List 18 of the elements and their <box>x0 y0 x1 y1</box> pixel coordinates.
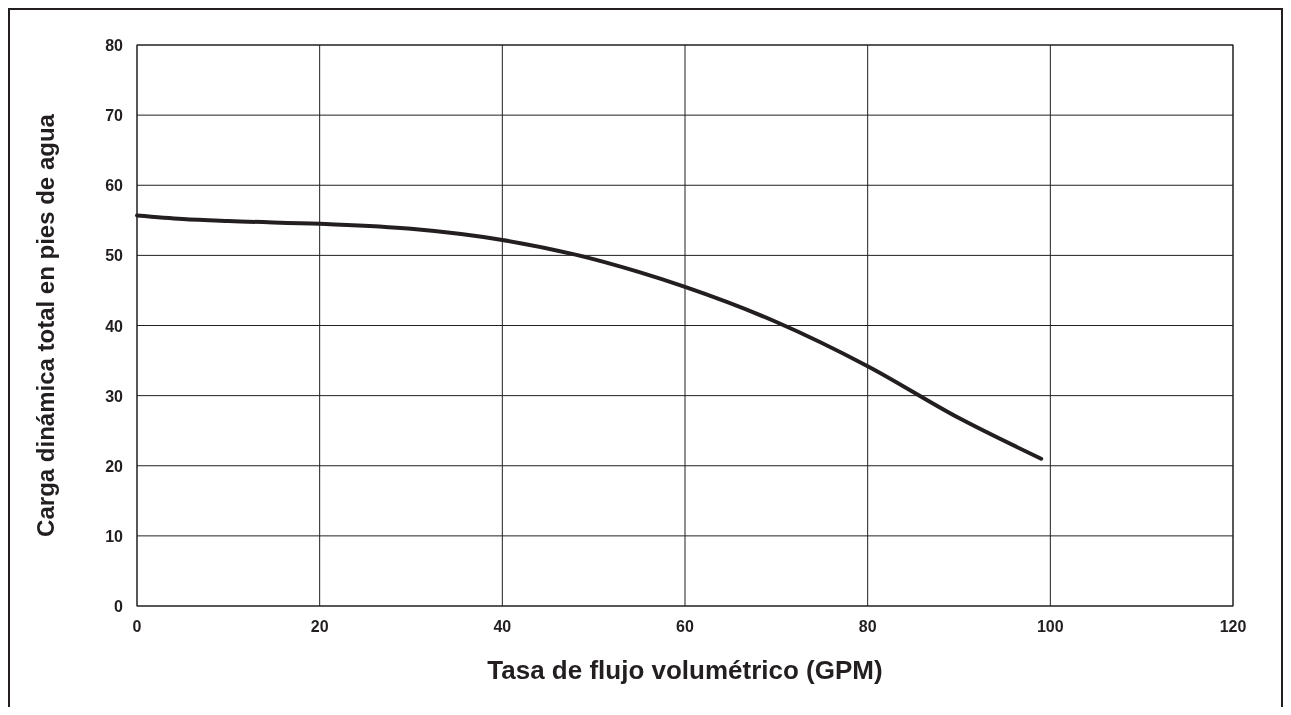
x-tick-label: 60 <box>676 618 694 635</box>
x-tick-label: 80 <box>858 618 877 635</box>
y-tick-label: 20 <box>105 457 124 475</box>
y-tick-label: 30 <box>105 387 124 405</box>
y-tick-label: 60 <box>105 177 124 195</box>
y-tick-label: 10 <box>105 527 124 545</box>
x-tick-label: 100 <box>1036 618 1064 635</box>
y-tick-label: 0 <box>114 598 124 615</box>
y-tick-label: 40 <box>105 317 124 335</box>
x-axis-title: Tasa de flujo volumétrico (GPM) <box>487 655 883 685</box>
x-tick-label: 20 <box>310 618 329 635</box>
x-tick-label: 120 <box>1219 618 1247 635</box>
y-tick-label: 80 <box>105 37 124 54</box>
x-tick-label: 40 <box>493 618 512 635</box>
x-tick-label: 0 <box>132 618 142 635</box>
y-axis-title: Carga dinámica total en pies de agua <box>32 113 59 537</box>
y-tick-label: 50 <box>105 247 124 265</box>
y-tick-label: 70 <box>105 107 124 125</box>
